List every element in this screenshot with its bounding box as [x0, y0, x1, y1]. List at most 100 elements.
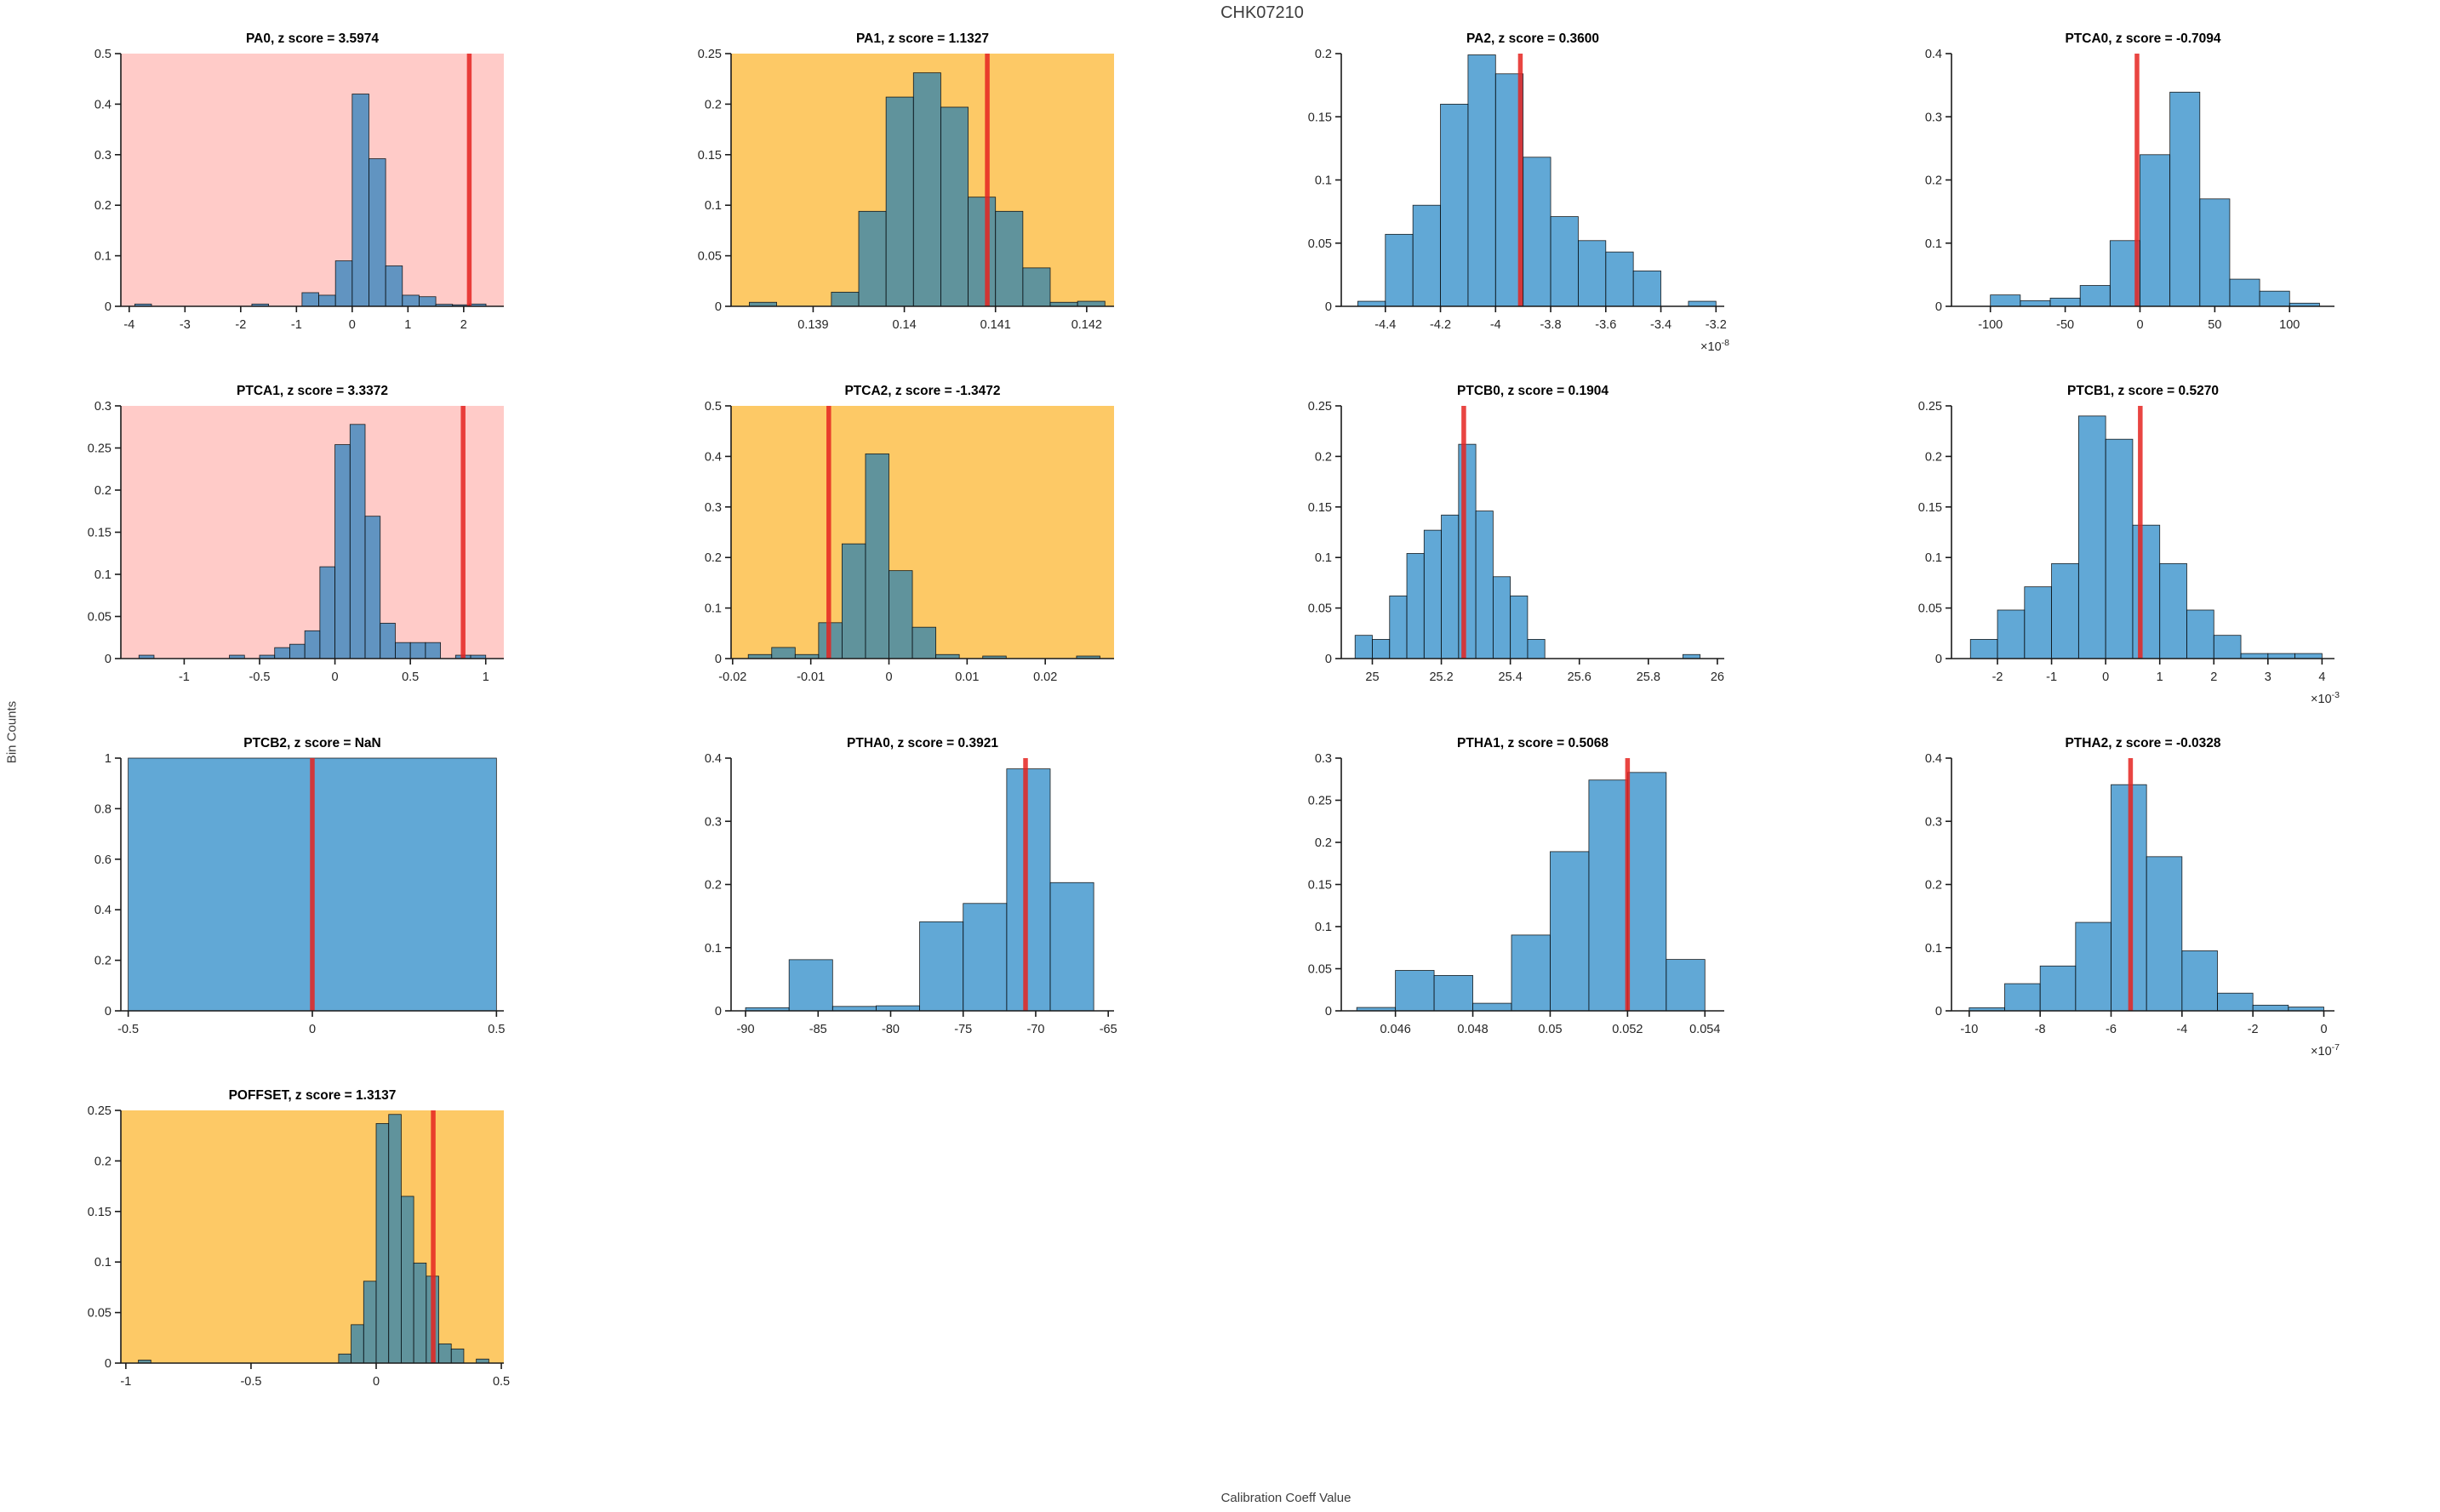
figure-title: CHK07210 [1220, 3, 1304, 22]
x-tick-label: -0.5 [117, 1023, 139, 1036]
x-tick-label: -2 [235, 318, 246, 332]
x-tick-label: -4 [123, 318, 134, 332]
x-tick-label: 0.141 [980, 318, 1011, 332]
histogram-bar [1385, 233, 1414, 307]
x-tick-label: -3.8 [1540, 318, 1562, 332]
y-tick-label: 0.3 [94, 400, 111, 414]
histogram-bar [438, 1344, 452, 1364]
subplot-POFFSET: -1 -0.5 0 0.5 0 0.05 0.1 0.15 0.2 0.25 POFFSET, z … [0, 1078, 610, 1430]
histogram-bar [771, 647, 796, 659]
histogram-bar [2049, 297, 2081, 307]
histogram-bar [885, 96, 914, 307]
x-tick-label: 25.8 [1637, 670, 1660, 684]
subplot-svg-PTCB0: 25 25.2 25.4 25.6 25.8 26 0 0.05 0.1 0.15 0.2 0.25 P… [1308, 384, 1724, 684]
y-tick-label: 0.3 [94, 149, 111, 163]
histogram-bar [876, 1005, 920, 1012]
histogram-bar [2004, 983, 2041, 1012]
subplot-PTCA2: -0.02 -0.01 0 0.01 0.02 0 0.1 0.2 0.3 0.4 0.5 PTCA2… [610, 374, 1220, 726]
y-tick-label: 0.05 [698, 250, 722, 264]
histogram-bar [2146, 856, 2183, 1012]
histogram-bar [912, 72, 941, 307]
y-tick-label: 0.8 [94, 802, 111, 816]
x-tick-label: 25.2 [1429, 670, 1453, 684]
plot-background [731, 406, 1114, 659]
histogram-bar [995, 210, 1024, 307]
histogram-bar [2294, 653, 2323, 659]
histogram-bar [380, 623, 396, 659]
histogram-bar [1423, 529, 1442, 659]
histogram-bar [334, 444, 351, 659]
x-tick-label: 0 [332, 670, 339, 684]
y-tick-label: 1 [105, 752, 111, 766]
histogram-bar [1605, 251, 1634, 307]
x-tick-label: 2 [2210, 670, 2217, 684]
histogram-bar [2259, 290, 2290, 307]
histogram-bar [364, 516, 381, 659]
x-tick-label: 0 [349, 318, 356, 332]
histogram-bar [319, 566, 335, 659]
histogram-bar [2020, 300, 2051, 307]
histogram-bar [1433, 975, 1473, 1012]
subplot-svg-PTCA2: -0.02 -0.01 0 0.01 0.02 0 0.1 0.2 0.3 0.4 0.5 PTCA2… [705, 384, 1114, 684]
x-tick-label: -50 [2056, 318, 2074, 332]
y-tick-label: 0.1 [705, 199, 722, 213]
histogram-bar [2186, 609, 2214, 659]
x-tick-label: 0.052 [1612, 1023, 1643, 1036]
subplot-svg-PTCA1: -1 -0.5 0 0.5 1 0 0.05 0.1 0.15 0.2 0.25 0.3 PTCA1, … [88, 384, 504, 684]
histogram-bar [363, 1281, 377, 1364]
histogram-bar [425, 642, 441, 659]
y-tick-label: 0.2 [94, 199, 111, 213]
histogram-bar [858, 210, 887, 307]
x-tick-label: -2 [1992, 670, 2003, 684]
subplot-svg-PTHA2: -10 -8 -6 -4 -2 0 0 0.1 0.2 0.3 0.4 PTHA2, z score … [1925, 736, 2340, 1058]
y-tick-label: 0.3 [705, 815, 722, 829]
histogram-bar [1588, 779, 1628, 1012]
x-tick-label: -0.02 [718, 670, 746, 684]
y-tick-label: 0.1 [94, 250, 111, 264]
histogram-bar [2217, 992, 2254, 1012]
subplot-title: PA0, z score = 3.5974 [246, 31, 379, 46]
histogram-bar [1550, 851, 1590, 1012]
subplot-svg-PA0: -4 -3 -2 -1 0 1 2 0 0.1 0.2 0.3 0.4 0.5 PA0, z score … [94, 31, 504, 332]
x-tick-label: 50 [2208, 318, 2221, 332]
x-tick-label: 0 [2102, 670, 2109, 684]
y-tick-label: 0.25 [698, 48, 722, 61]
x-tick-label: -1 [179, 670, 190, 684]
histogram-bar [388, 1114, 402, 1364]
histogram-bar [831, 291, 860, 307]
histogram-bar [369, 158, 386, 307]
histogram-bar [395, 642, 411, 659]
subplot-PTCA0: -100 -50 0 50 100 0 0.1 0.2 0.3 0.4 PTCA0, z score… [1831, 21, 2440, 374]
y-tick-label: 0.05 [1918, 602, 1942, 616]
histogram-bar [1077, 300, 1106, 307]
x-tick-label: 0 [2320, 1023, 2327, 1036]
histogram-bar [2024, 586, 2052, 659]
x-tick-label: -3.2 [1706, 318, 1727, 332]
y-tick-label: 0.25 [1308, 400, 1332, 414]
histogram-bar [1523, 157, 1551, 307]
histogram-bar [1049, 882, 1094, 1012]
x-tick-label: -85 [809, 1023, 827, 1036]
y-tick-label: 0.2 [1315, 836, 1332, 850]
histogram-bar [842, 543, 866, 659]
x-tick-label: 0.14 [892, 318, 916, 332]
histogram-bar [788, 959, 833, 1012]
subplot-PA0: -4 -3 -2 -1 0 1 2 0 0.1 0.2 0.3 0.4 0.5 PA0, z score … [0, 21, 610, 374]
y-tick-label: 0.05 [88, 1307, 111, 1321]
y-tick-label: 0.05 [1308, 237, 1332, 251]
y-tick-label: 0.1 [1925, 237, 1942, 251]
y-tick-label: 0 [105, 300, 111, 314]
x-tick-label: 100 [2279, 318, 2300, 332]
x-tick-label: 0.054 [1689, 1023, 1720, 1036]
histogram-bar [1022, 267, 1051, 307]
y-tick-label: 0 [715, 653, 722, 666]
y-tick-label: 0.4 [1925, 752, 1942, 766]
y-tick-label: 0 [105, 1357, 111, 1371]
histogram-bar [2229, 278, 2260, 307]
y-tick-label: 0 [1325, 300, 1332, 314]
y-tick-label: 0.1 [1315, 174, 1332, 188]
y-tick-label: 0.15 [88, 1206, 111, 1219]
x-tick-label: 0.048 [1457, 1023, 1488, 1036]
subplot-title: PTCB2, z score = NaN [243, 736, 381, 750]
subplot-title: PTCA1, z score = 3.3372 [237, 384, 388, 398]
